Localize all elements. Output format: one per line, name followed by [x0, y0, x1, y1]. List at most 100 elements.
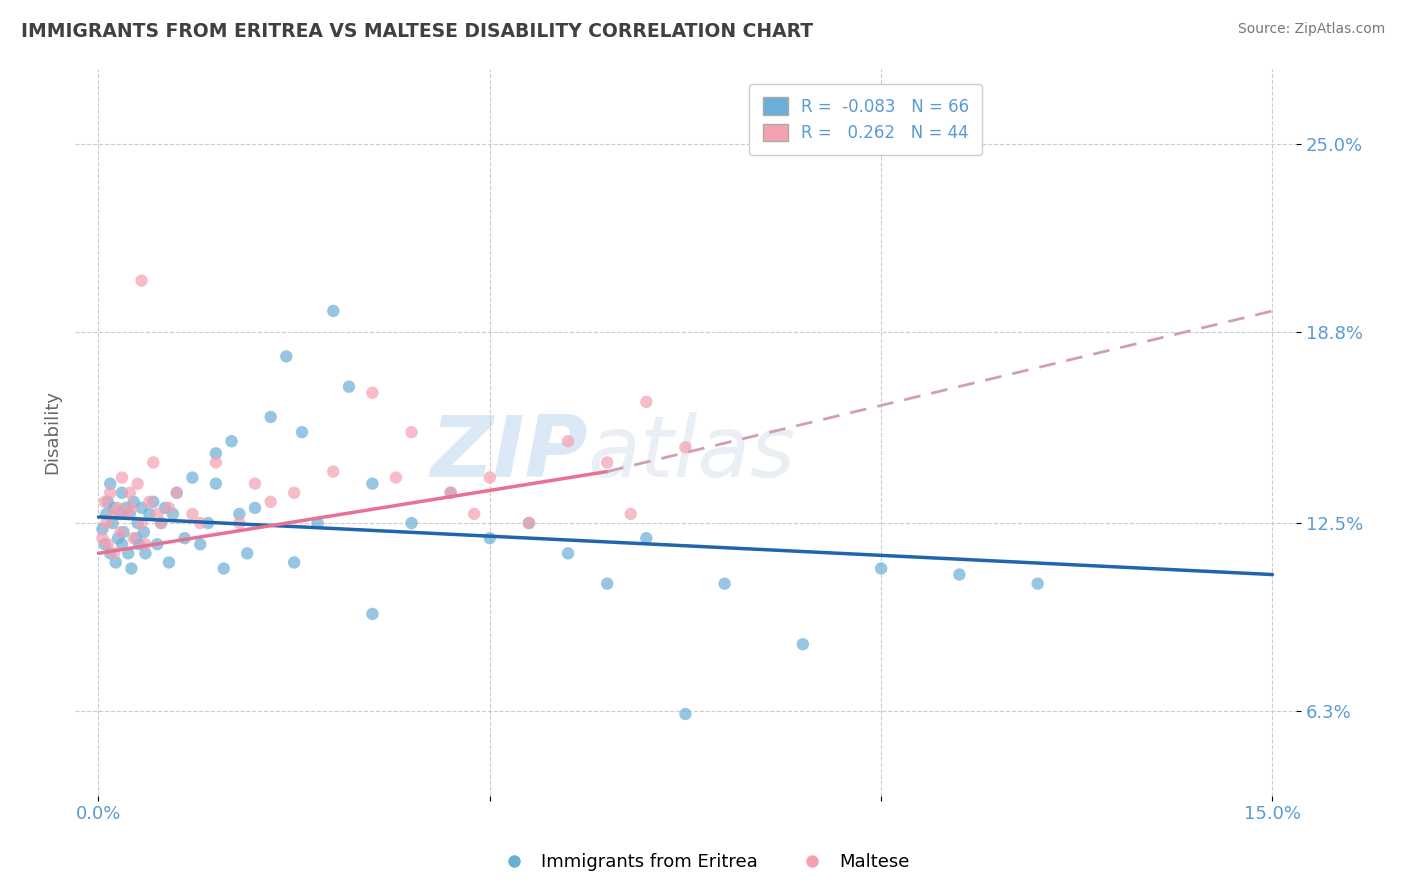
Point [91, 531, 114, 545]
Point [98, 546, 121, 560]
Point [283, 556, 305, 570]
Point [322, 304, 344, 318]
Point [228, 507, 250, 521]
Point [205, 455, 228, 469]
Point [361, 476, 384, 491]
Point [94, 495, 117, 509]
Point [138, 507, 160, 521]
Point [675, 706, 697, 721]
Point [94, 537, 117, 551]
Point [96, 516, 118, 530]
Point [131, 516, 153, 530]
Point [557, 434, 579, 449]
Point [291, 425, 314, 439]
Point [260, 495, 283, 509]
Point [478, 470, 501, 484]
Point [120, 561, 142, 575]
Point [385, 470, 408, 484]
Legend: R =  -0.083   N = 66, R =   0.262   N = 44: R = -0.083 N = 66, R = 0.262 N = 44 [749, 84, 983, 155]
Point [337, 380, 360, 394]
Point [150, 516, 173, 530]
Point [110, 507, 132, 521]
Point [111, 470, 134, 484]
Point [97, 495, 120, 509]
Point [243, 476, 266, 491]
Text: Source: ZipAtlas.com: Source: ZipAtlas.com [1237, 22, 1385, 37]
Point [463, 507, 485, 521]
Point [104, 556, 127, 570]
Point [596, 455, 619, 469]
Point [173, 531, 195, 545]
Point [361, 385, 384, 400]
Text: atlas: atlas [588, 412, 796, 495]
Point [212, 561, 235, 575]
Point [307, 516, 329, 530]
Point [166, 485, 188, 500]
Point [260, 409, 283, 424]
Point [1026, 576, 1049, 591]
Point [127, 516, 149, 530]
Point [122, 531, 145, 545]
Point [675, 440, 697, 454]
Point [96, 507, 118, 521]
Point [401, 516, 423, 530]
Point [557, 546, 579, 560]
Point [138, 495, 160, 509]
Point [157, 556, 180, 570]
Point [98, 476, 121, 491]
Point [157, 500, 180, 515]
Point [276, 350, 298, 364]
Legend: Immigrants from Eritrea, Maltese: Immigrants from Eritrea, Maltese [489, 847, 917, 879]
Point [361, 607, 384, 621]
Point [713, 576, 735, 591]
Point [440, 485, 463, 500]
Point [107, 531, 129, 545]
Point [127, 476, 149, 491]
Point [181, 470, 204, 484]
Point [131, 274, 153, 288]
Point [197, 516, 219, 530]
Point [98, 485, 121, 500]
Point [101, 516, 124, 530]
Point [142, 455, 165, 469]
Point [110, 525, 132, 540]
Point [146, 507, 169, 521]
Point [115, 500, 138, 515]
Point [181, 507, 204, 521]
Point [636, 394, 658, 409]
Point [948, 567, 970, 582]
Point [125, 531, 148, 545]
Point [111, 537, 134, 551]
Point [870, 561, 893, 575]
Point [115, 507, 138, 521]
Point [103, 500, 125, 515]
Point [150, 516, 173, 530]
Point [283, 485, 305, 500]
Point [134, 537, 156, 551]
Point [236, 546, 259, 560]
Point [118, 507, 141, 521]
Point [188, 537, 211, 551]
Point [517, 516, 540, 530]
Text: ZIP: ZIP [430, 412, 588, 495]
Point [131, 500, 153, 515]
Point [440, 485, 463, 500]
Point [117, 546, 139, 560]
Point [142, 495, 165, 509]
Point [103, 546, 125, 560]
Point [128, 537, 150, 551]
Point [188, 516, 211, 530]
Point [112, 525, 135, 540]
Point [162, 507, 184, 521]
Point [120, 500, 142, 515]
Point [91, 522, 114, 536]
Point [401, 425, 423, 439]
Point [111, 485, 134, 500]
Point [596, 576, 619, 591]
Point [107, 500, 129, 515]
Point [118, 485, 141, 500]
Point [101, 507, 124, 521]
Point [166, 485, 188, 500]
Y-axis label: Disability: Disability [44, 390, 60, 475]
Text: IMMIGRANTS FROM ERITREA VS MALTESE DISABILITY CORRELATION CHART: IMMIGRANTS FROM ERITREA VS MALTESE DISAB… [21, 22, 813, 41]
